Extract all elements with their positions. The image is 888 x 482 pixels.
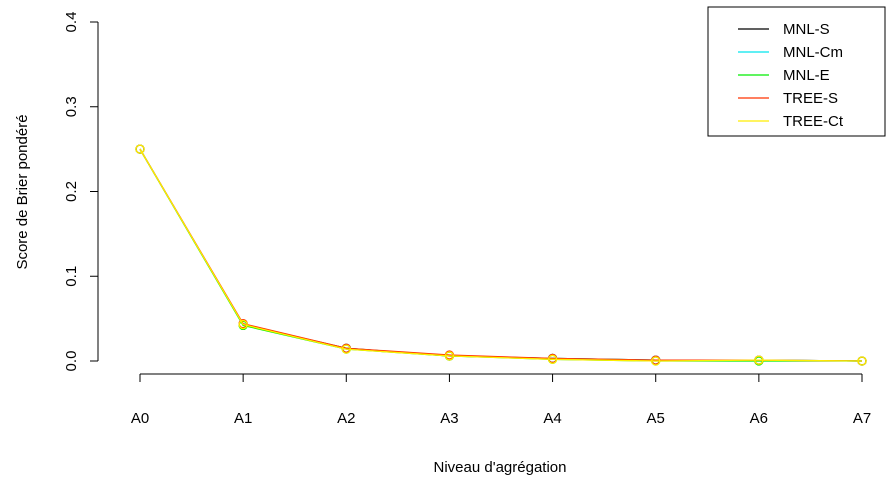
x-tick-label: A0 [131,410,149,427]
y-tick-label: 0.1 [63,266,80,287]
series-tree-ct [135,144,867,366]
series-tree-s [135,144,867,366]
y-tick-label: 0.2 [63,181,80,202]
y-tick-label: 0.3 [63,96,80,117]
y-tick-label: 0.0 [63,351,80,372]
x-tick-label: A4 [543,410,561,427]
series-line [139,148,863,362]
series-mnl-s [135,144,867,366]
legend-box [707,6,886,137]
data-point [444,351,455,361]
data-point [754,355,764,365]
data-point [135,144,145,154]
legend-label: TREE-Ct [783,113,844,130]
y-axis-ticks: 0.0 0.1 0.2 0.3 0.4 [63,12,98,372]
y-tick-label: 0.4 [63,12,80,33]
series-line [139,148,862,362]
y-axis-title: Score de Brier pondéré [14,114,31,269]
data-point [651,356,661,366]
series-line [139,148,863,362]
series-layer [135,144,867,366]
legend-label: MNL-S [783,21,830,38]
x-axis-title: Niveau d'agrégation [434,459,567,476]
x-tick-label: A6 [750,410,768,427]
series-line [139,148,863,362]
legend-label: MNL-E [783,67,830,84]
series-mnl-cm [135,144,867,366]
x-axis-ticks: A0 A1 A2 A3 A4 A5 A6 A7 [131,374,871,427]
x-tick-label: A3 [440,410,458,427]
data-point [341,344,351,354]
series-mnl-e [135,144,867,366]
axes: 0.0 0.1 0.2 0.3 0.4 A0 A1 A2 A3 A4 A5 A6 A7 [63,12,871,427]
x-tick-label: A7 [853,410,871,427]
legend: MNL-S MNL-Cm MNL-E TREE-S TREE-Ct [707,6,886,137]
data-point [238,319,248,330]
x-tick-label: A1 [234,410,252,427]
data-point [857,356,867,366]
series-line [139,148,863,362]
legend-label: MNL-Cm [783,44,843,61]
data-point [547,354,558,364]
x-tick-label: A2 [337,410,355,427]
x-tick-label: A5 [647,410,665,427]
legend-label: TREE-S [783,90,838,107]
